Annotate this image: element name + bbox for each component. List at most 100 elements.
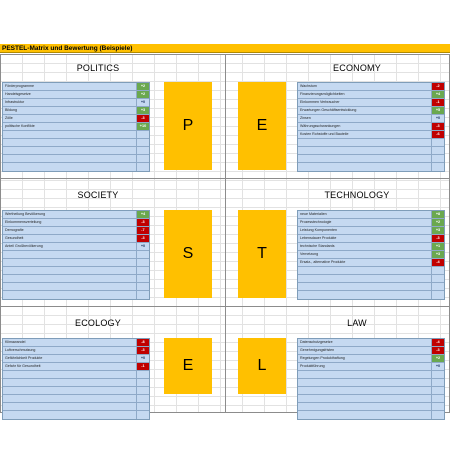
factor-score[interactable]: +2 xyxy=(431,219,444,226)
factor-score[interactable]: +3 xyxy=(136,107,149,114)
factor-label[interactable]: Gefährlichkeit Produkte xyxy=(5,356,43,360)
factor-score[interactable] xyxy=(136,139,149,146)
factor-label[interactable] xyxy=(3,147,136,154)
factor-score[interactable] xyxy=(136,379,149,386)
factor-label[interactable] xyxy=(3,131,136,138)
factor-score[interactable]: +4 xyxy=(431,91,444,98)
factor-label[interactable]: Demografie xyxy=(5,228,24,232)
factor-score[interactable]: -3 xyxy=(431,347,444,354)
factor-score[interactable]: -3 xyxy=(136,235,149,242)
factor-label[interactable]: Wachstum xyxy=(300,84,317,88)
factor-score[interactable] xyxy=(431,275,444,282)
factor-label[interactable]: Prozesstechnologie xyxy=(300,220,332,224)
factor-label[interactable] xyxy=(298,291,431,299)
factor-label[interactable]: Finanzierungsmöglichkeiten xyxy=(300,92,345,96)
factor-score[interactable]: +2 xyxy=(136,83,149,90)
factor-score[interactable]: +0 xyxy=(431,115,444,122)
factor-label[interactable] xyxy=(3,283,136,290)
factor-score[interactable] xyxy=(431,291,444,299)
factor-label[interactable]: Gesundheit xyxy=(5,236,24,240)
factor-score[interactable] xyxy=(136,283,149,290)
factor-score[interactable]: +0 xyxy=(136,99,149,106)
factor-score[interactable] xyxy=(136,259,149,266)
factor-score[interactable]: +0 xyxy=(431,363,444,370)
factor-label[interactable]: Luftverschmutzung xyxy=(5,348,36,352)
factor-label[interactable] xyxy=(3,251,136,258)
factor-label[interactable] xyxy=(3,371,136,378)
factor-score[interactable]: -3 xyxy=(136,115,149,122)
factor-score[interactable]: +4 xyxy=(136,211,149,218)
factor-score[interactable] xyxy=(136,387,149,394)
factor-score[interactable] xyxy=(431,395,444,402)
factor-label[interactable]: politische Konflikte xyxy=(5,124,35,128)
factor-label[interactable] xyxy=(3,395,136,402)
factor-label[interactable]: Vernetzung xyxy=(300,252,319,256)
factor-label[interactable]: Einkommen Verbraucher xyxy=(300,100,340,104)
factor-score[interactable]: +3 xyxy=(431,251,444,258)
factor-label[interactable]: Genehmigungsfristen xyxy=(300,348,335,352)
factor-label[interactable] xyxy=(298,395,431,402)
factor-label[interactable]: Wertheilung Bevölkerung xyxy=(5,212,46,216)
factor-label[interactable] xyxy=(298,147,431,154)
factor-score[interactable] xyxy=(431,139,444,146)
factor-label[interactable]: Bildung xyxy=(5,108,17,112)
factor-label[interactable]: Förderprogramme xyxy=(5,84,34,88)
factor-score[interactable] xyxy=(136,131,149,138)
factor-score[interactable]: +0 xyxy=(136,355,149,362)
factor-label[interactable] xyxy=(3,163,136,171)
factor-score[interactable] xyxy=(431,411,444,419)
factor-label[interactable]: Ersatz-, alternative Produkte xyxy=(300,260,346,264)
factor-label[interactable] xyxy=(298,387,431,394)
factor-score[interactable] xyxy=(431,283,444,290)
factor-score[interactable] xyxy=(431,387,444,394)
factor-score[interactable]: -3 xyxy=(136,347,149,354)
factor-label[interactable] xyxy=(3,139,136,146)
factor-label[interactable] xyxy=(3,267,136,274)
factor-score[interactable]: -3 xyxy=(431,235,444,242)
factor-label[interactable]: Gefahr für Gesundheit xyxy=(5,364,41,368)
factor-label[interactable] xyxy=(3,275,136,282)
factor-label[interactable] xyxy=(298,267,431,274)
factor-label[interactable]: Klimawandel xyxy=(5,340,26,344)
factor-label[interactable]: Lebensdauer Produkte xyxy=(300,236,337,240)
factor-label[interactable]: Zölle xyxy=(5,116,13,120)
factor-score[interactable]: -3 xyxy=(136,219,149,226)
factor-score[interactable] xyxy=(136,275,149,282)
factor-score[interactable]: -3 xyxy=(431,123,444,130)
factor-label[interactable] xyxy=(3,155,136,162)
factor-label[interactable]: Datenschutzgesetze xyxy=(300,340,333,344)
factor-label[interactable] xyxy=(298,371,431,378)
factor-score[interactable] xyxy=(136,267,149,274)
factor-score[interactable]: +2 xyxy=(431,355,444,362)
factor-label[interactable] xyxy=(3,387,136,394)
factor-label[interactable]: neue Materialien xyxy=(300,212,327,216)
factor-score[interactable]: +3 xyxy=(431,227,444,234)
factor-score[interactable]: -6 xyxy=(431,131,444,138)
factor-score[interactable] xyxy=(136,411,149,419)
factor-label[interactable]: Anteil Großbevölkerung xyxy=(5,244,43,248)
factor-score[interactable]: +8 xyxy=(431,211,444,218)
factor-score[interactable]: -2 xyxy=(431,83,444,90)
factor-label[interactable] xyxy=(298,283,431,290)
factor-score[interactable] xyxy=(136,371,149,378)
factor-score[interactable] xyxy=(431,147,444,154)
factor-score[interactable] xyxy=(431,371,444,378)
factor-label[interactable] xyxy=(298,403,431,410)
factor-label[interactable]: Regelungen Produkthaftung xyxy=(300,356,345,360)
factor-label[interactable] xyxy=(3,291,136,299)
factor-score[interactable] xyxy=(431,155,444,162)
factor-label[interactable]: Einkommensverteilung xyxy=(5,220,42,224)
factor-score[interactable]: +0 xyxy=(136,243,149,250)
factor-score[interactable]: -8 xyxy=(136,339,149,346)
factor-label[interactable]: Kosten Rohstoffe und Bauteile xyxy=(300,132,349,136)
factor-score[interactable] xyxy=(431,379,444,386)
factor-label[interactable] xyxy=(3,411,136,419)
factor-score[interactable]: -4 xyxy=(431,259,444,266)
factor-score[interactable]: -1 xyxy=(136,363,149,370)
factor-label[interactable] xyxy=(298,155,431,162)
factor-label[interactable] xyxy=(298,139,431,146)
factor-label[interactable]: Erwartungen Geschäftsentwicklung xyxy=(300,108,357,112)
factor-score[interactable]: +1 xyxy=(431,243,444,250)
factor-score[interactable]: +2 xyxy=(136,91,149,98)
factor-label[interactable]: Infrastruktur xyxy=(5,100,25,104)
